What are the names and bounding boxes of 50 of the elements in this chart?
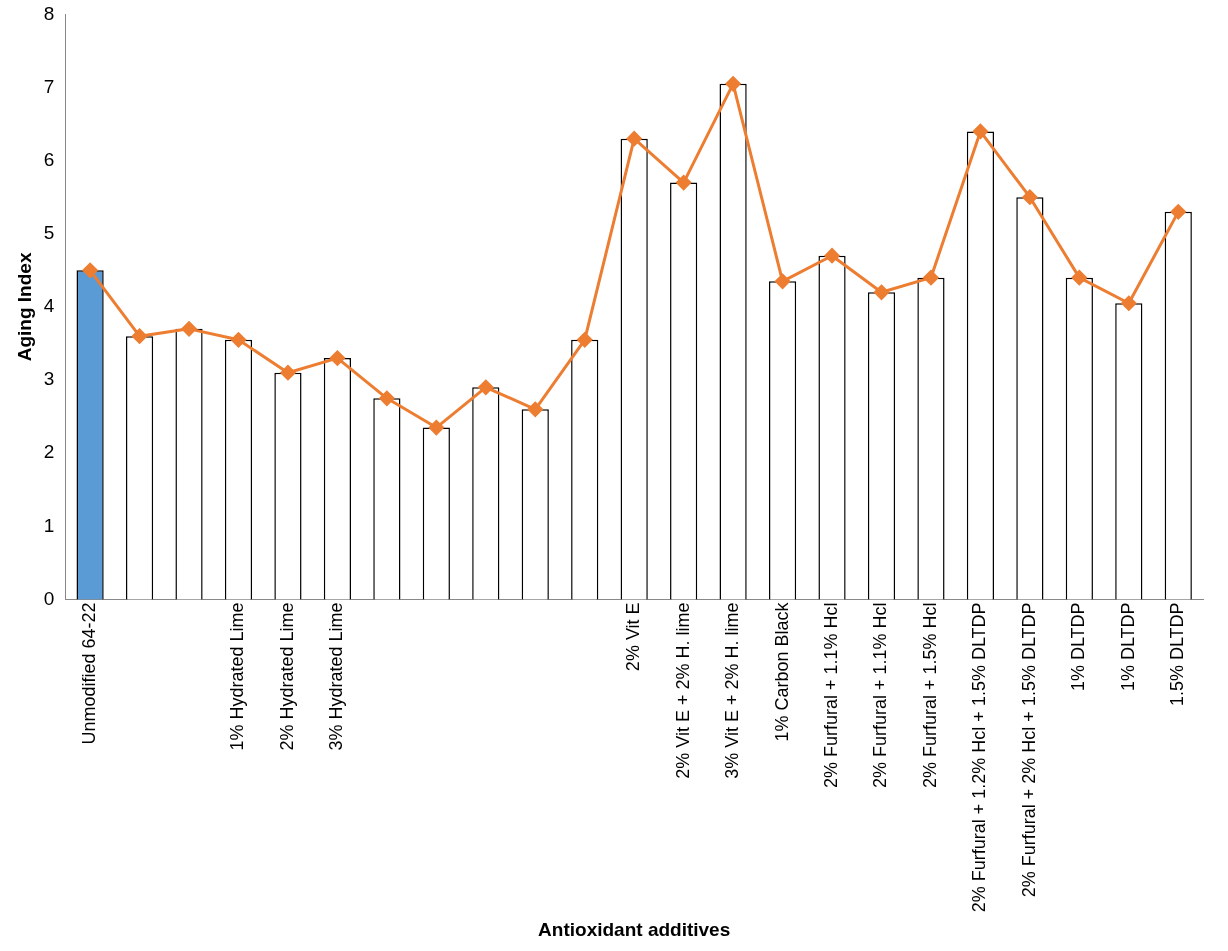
point (775, 273, 791, 289)
point (82, 262, 98, 278)
point (478, 379, 494, 395)
point (874, 284, 889, 300)
y-tick-label: 8 (43, 2, 55, 24)
x-tick-label: 1% DLTDP (1117, 602, 1138, 692)
point (1121, 295, 1137, 311)
point (923, 270, 939, 286)
x-tick-label: 1.5% DLTDP (1167, 602, 1188, 707)
x-tick-label: 3% Hydrated Lime (326, 602, 347, 751)
point (280, 365, 296, 381)
x-tick-label: 2% Hydrated Lime (276, 602, 297, 751)
point (132, 328, 148, 344)
x-tick-label: 2% Furfural + 1.1% Hcl (870, 602, 891, 788)
point (676, 175, 692, 191)
point (329, 350, 345, 366)
point (577, 332, 593, 348)
y-tick-label: 1 (43, 514, 55, 536)
point (181, 321, 197, 337)
point (527, 401, 543, 417)
point (1022, 189, 1038, 205)
y-axis-title: Aging Index (13, 252, 35, 362)
x-tick-label: Unmodified 64-22 (79, 602, 100, 745)
y-tick-label: 5 (43, 222, 55, 244)
point (1071, 270, 1087, 286)
x-tick-label: 1% DLTDP (1068, 602, 1089, 692)
x-axis-title: Antioxidant additives (538, 918, 731, 940)
point (824, 248, 840, 264)
point (428, 420, 444, 436)
x-tick-label: 2% Furfural + 1.2% Hcl + 1.5% DLTDP (969, 602, 990, 913)
point (626, 131, 642, 147)
point (230, 332, 246, 348)
y-tick-label: 4 (43, 295, 55, 317)
x-tick-label: 2% Furfural + 2% Hcl + 1.5% DLTDP (1018, 602, 1039, 898)
x-tick-label: 1% Carbon Black (771, 601, 792, 742)
point (1170, 204, 1186, 220)
y-tick-label: 6 (43, 148, 55, 170)
point (972, 123, 988, 139)
x-tick-label: 2% Vit E + 2% H. lime (672, 602, 693, 779)
x-tick-label: 2% Vit E (623, 602, 644, 672)
x-tick-label: 2% Furfural + 1.1% Hcl (821, 602, 841, 788)
x-tick-label: 3% Vit E + 2% H. lime (722, 602, 743, 779)
y-tick-label: 0 (43, 587, 55, 609)
x-tick-label: 2% Furfural + 1.5% Hcl (919, 602, 940, 788)
point (379, 390, 395, 406)
y-tick-label: 2 (43, 441, 55, 463)
y-tick-label: 3 (43, 368, 55, 390)
y-tick-label: 7 (43, 75, 55, 97)
x-tick-label: 1% Hydrated Lime (227, 602, 248, 751)
point (725, 76, 741, 92)
